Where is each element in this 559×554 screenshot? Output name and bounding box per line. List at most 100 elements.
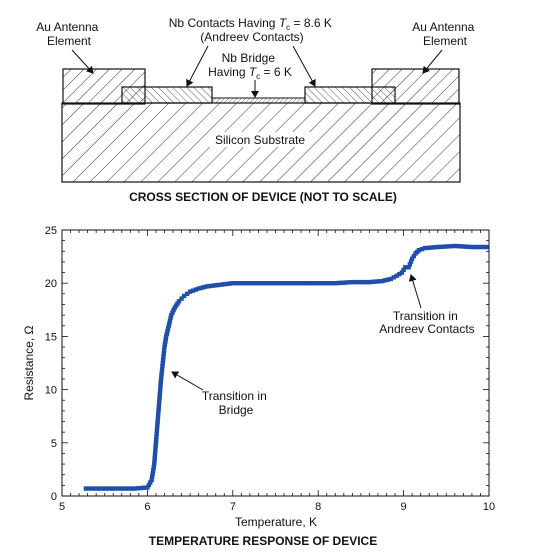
data-trace-point [100, 486, 105, 491]
data-trace-point [138, 485, 144, 491]
data-trace-point [160, 357, 166, 363]
cross-section: Silicon Substrate Au Antenna Element Au … [36, 16, 474, 204]
data-trace-point [160, 363, 165, 369]
data-trace-point [429, 245, 434, 250]
data-trace-point [444, 244, 449, 249]
data-trace-point [310, 281, 315, 286]
data-point [264, 281, 270, 286]
data-trace-point [129, 486, 134, 491]
data-trace-point [330, 281, 335, 286]
data-point [169, 312, 174, 318]
data-trace-point [171, 307, 176, 313]
data-points [83, 243, 489, 491]
data-trace-point [165, 326, 171, 331]
data-trace-point [207, 283, 213, 289]
data-trace-point [152, 452, 158, 458]
data-trace-point [152, 458, 157, 464]
data-trace-point [90, 486, 95, 491]
data-trace-point [158, 382, 163, 388]
data-point [394, 273, 399, 278]
data-trace-point [233, 281, 238, 286]
data-trace-point [385, 277, 391, 282]
data-trace-point [304, 281, 310, 286]
data-trace-point [287, 281, 292, 286]
plot-frame [61, 229, 490, 497]
data-trace-point [373, 279, 379, 284]
annotation-bridge: Transition in Bridge [202, 389, 270, 417]
data-point [145, 485, 150, 490]
data-trace-point [154, 428, 160, 433]
data-trace-point [179, 296, 184, 301]
data-trace-point [466, 244, 472, 250]
data-trace-point [347, 280, 352, 285]
data-point [149, 477, 154, 483]
y-tick-labels: 0 5 10 15 20 25 [45, 225, 57, 503]
data-trace-point [411, 253, 417, 259]
data-trace-point [159, 367, 165, 372]
data-point [416, 248, 422, 253]
x-tick-labels: 5 6 7 8 9 10 [59, 501, 495, 513]
data-trace-point [154, 425, 160, 430]
data-trace-point [163, 339, 168, 344]
data-trace-point [159, 370, 164, 375]
data-point [157, 398, 162, 403]
data-trace-point [168, 315, 173, 320]
x-axis-label: Temperature, K [235, 515, 317, 529]
plot-caption: TEMPERATURE RESPONSE OF DEVICE [149, 534, 377, 548]
data-trace-point [156, 407, 161, 412]
data-trace-point [276, 281, 281, 286]
data-trace-point [161, 348, 167, 353]
data-trace-point [153, 437, 159, 442]
data-trace-point [293, 281, 298, 286]
data-trace-point [408, 259, 414, 264]
data-point [422, 245, 428, 251]
data-point [213, 283, 218, 288]
data-trace-point [244, 281, 250, 286]
data-trace-point [163, 336, 168, 342]
nb-bridge-label: Nb Bridge Having Tc = 6 K [208, 51, 292, 81]
data-trace-point [321, 281, 327, 286]
nb-contact-right [304, 86, 396, 104]
data-trace-point [216, 282, 221, 288]
data-point [399, 270, 405, 275]
data-point [181, 293, 187, 299]
data-trace-point [425, 245, 431, 251]
data-trace-point [419, 246, 425, 252]
data-trace-point [157, 391, 163, 397]
data-point [230, 281, 235, 286]
data-trace-point [441, 244, 446, 249]
nb-contact-left [121, 86, 213, 104]
data-trace-point [156, 401, 162, 406]
data-point [166, 323, 171, 328]
x-tick-label: 9 [401, 501, 407, 513]
data-point [388, 276, 393, 282]
y-axis-label: Resistance, Ω [22, 325, 36, 400]
data-point [153, 440, 159, 445]
data-trace-point [153, 443, 158, 449]
data-trace-point [170, 310, 175, 315]
data-point [93, 486, 99, 491]
data-trace-point [481, 244, 486, 250]
data-point [187, 289, 193, 294]
data-trace-point [167, 318, 173, 323]
nb-contacts-line1: Nb Contacts Having Tc = 8.6 K [169, 16, 332, 32]
data-trace-point [184, 291, 190, 297]
data-trace-point [475, 244, 480, 250]
data-trace-point [193, 287, 198, 292]
y-tick-label: 0 [51, 491, 57, 503]
data-trace-point [397, 271, 402, 277]
data-point [163, 334, 169, 339]
data-trace-point [472, 244, 478, 250]
data-trace-point [361, 279, 366, 285]
nb-bridge [211, 97, 306, 104]
data-trace-point [152, 455, 157, 461]
data-trace-point [154, 434, 159, 439]
data-trace-point [407, 262, 413, 267]
data-trace-point [135, 486, 140, 491]
data-trace-point [148, 480, 153, 485]
data-trace-point [335, 280, 341, 286]
y-tick-label: 5 [51, 438, 57, 450]
data-point [413, 251, 418, 256]
data-point [204, 284, 210, 289]
nb-contacts-leader-right [292, 45, 316, 87]
